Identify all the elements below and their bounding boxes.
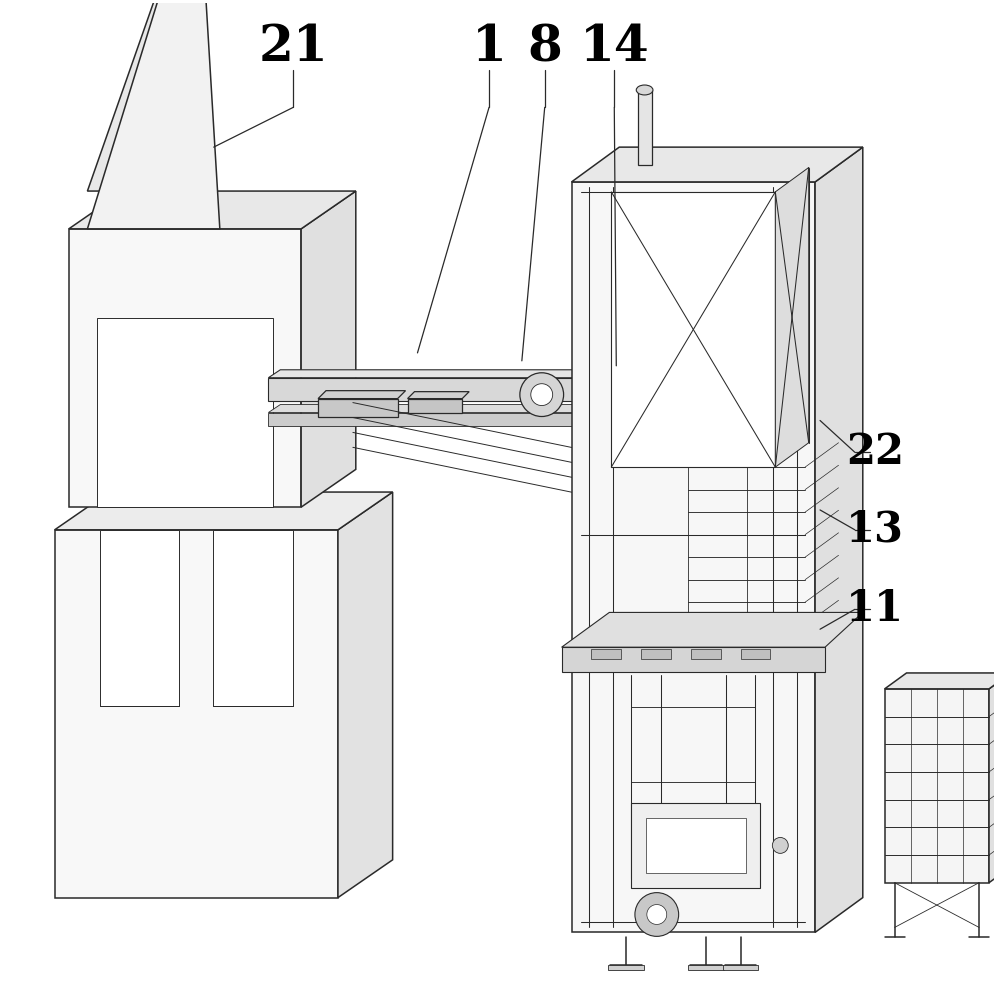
Polygon shape (318, 399, 398, 417)
Polygon shape (611, 192, 775, 467)
Polygon shape (562, 612, 863, 647)
Polygon shape (69, 191, 356, 229)
Polygon shape (641, 649, 671, 659)
Polygon shape (69, 229, 301, 507)
Polygon shape (268, 370, 693, 378)
Text: 13: 13 (846, 509, 904, 551)
Polygon shape (741, 649, 770, 659)
Polygon shape (408, 392, 469, 399)
Polygon shape (214, 530, 292, 706)
Polygon shape (301, 191, 356, 507)
Polygon shape (55, 492, 393, 530)
Polygon shape (100, 530, 179, 706)
Polygon shape (638, 90, 652, 165)
Polygon shape (815, 147, 863, 932)
Polygon shape (318, 391, 406, 399)
Text: 8: 8 (528, 23, 562, 72)
Polygon shape (537, 386, 560, 403)
Text: 14: 14 (580, 23, 649, 72)
Polygon shape (885, 689, 989, 883)
Polygon shape (96, 318, 273, 507)
Text: 1: 1 (471, 23, 507, 72)
Polygon shape (268, 378, 681, 401)
Polygon shape (631, 803, 760, 888)
Polygon shape (688, 965, 724, 970)
Circle shape (647, 905, 667, 924)
Polygon shape (87, 0, 197, 191)
Polygon shape (338, 492, 393, 898)
Text: 22: 22 (846, 431, 904, 473)
Polygon shape (691, 649, 721, 659)
Polygon shape (408, 399, 462, 413)
Text: 11: 11 (846, 588, 904, 630)
Polygon shape (608, 965, 644, 970)
Polygon shape (723, 965, 758, 970)
Polygon shape (591, 649, 621, 659)
Circle shape (531, 384, 553, 406)
Polygon shape (87, 0, 220, 229)
Polygon shape (268, 413, 681, 426)
Polygon shape (572, 147, 863, 182)
Polygon shape (989, 673, 994, 883)
Circle shape (772, 837, 788, 853)
Polygon shape (268, 405, 693, 413)
Polygon shape (572, 182, 815, 932)
Circle shape (635, 893, 679, 936)
Text: 21: 21 (258, 23, 328, 72)
Ellipse shape (636, 85, 653, 95)
Polygon shape (775, 168, 809, 467)
Polygon shape (55, 530, 338, 898)
Polygon shape (646, 818, 746, 873)
Circle shape (520, 373, 564, 417)
Polygon shape (885, 673, 994, 689)
Polygon shape (562, 647, 825, 672)
